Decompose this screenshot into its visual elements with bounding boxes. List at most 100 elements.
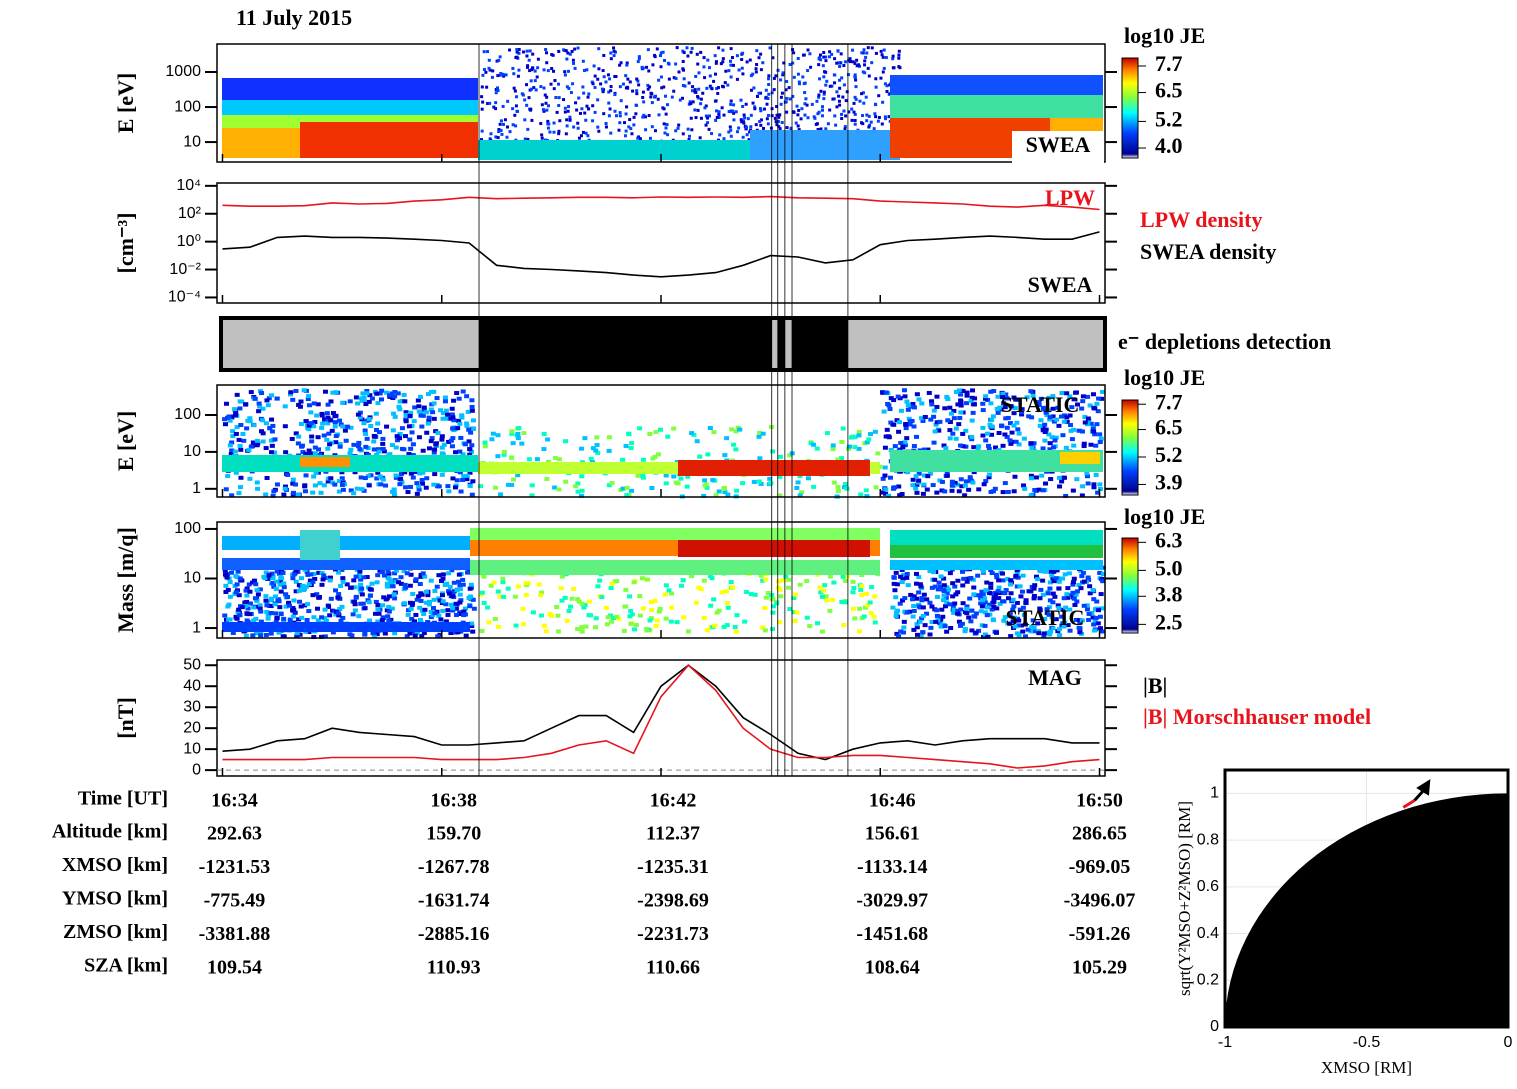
spectrogram-pixel bbox=[257, 606, 263, 611]
spectrogram-pixel bbox=[555, 629, 561, 634]
spectrogram-pixel bbox=[1094, 422, 1100, 427]
spectrogram-pixel bbox=[704, 485, 710, 490]
spectrogram-pixel bbox=[612, 46, 616, 50]
spectrogram-pixel bbox=[469, 443, 475, 448]
spectrogram-pixel bbox=[361, 398, 367, 403]
spectrogram-pixel bbox=[338, 583, 344, 588]
spectrogram-pixel bbox=[699, 116, 703, 120]
spectrogram-pixel bbox=[627, 125, 631, 129]
spectrogram-pixel bbox=[980, 425, 986, 430]
spectrogram-pixel bbox=[996, 578, 1002, 583]
spectrogram-pixel bbox=[1018, 594, 1024, 599]
spectrogram-pixel bbox=[420, 571, 426, 576]
spectrogram-pixel bbox=[585, 104, 589, 108]
spectrogram-pixel bbox=[1002, 405, 1008, 410]
spectrogram-pixel bbox=[880, 390, 886, 395]
spectrogram-pixel bbox=[662, 85, 666, 89]
spectrogram-pixel bbox=[226, 602, 232, 607]
spectrogram-pixel bbox=[360, 601, 366, 606]
spectrogram-pixel bbox=[814, 621, 820, 626]
spectrogram-pixel bbox=[819, 127, 823, 131]
spectrogram-pixel bbox=[784, 100, 788, 104]
spectrogram-pixel bbox=[999, 424, 1005, 429]
spectrogram-pixel bbox=[882, 66, 886, 70]
spectrogram-pixel bbox=[1098, 592, 1104, 597]
spectrogram-pixel bbox=[251, 605, 257, 610]
spectrogram-pixel bbox=[516, 426, 522, 431]
spectrogram-band bbox=[300, 530, 340, 560]
spectrogram-pixel bbox=[1002, 481, 1008, 486]
spectrogram-pixel bbox=[572, 125, 576, 129]
spectrogram-pixel bbox=[913, 474, 919, 479]
spectrogram-pixel bbox=[375, 401, 381, 406]
spectrogram-pixel bbox=[545, 51, 549, 55]
spectrogram-pixel bbox=[853, 119, 857, 123]
spectrogram-pixel bbox=[861, 91, 865, 95]
spectrogram-pixel bbox=[232, 449, 238, 454]
spectrogram-pixel bbox=[501, 452, 507, 457]
spectrogram-pixel bbox=[467, 447, 473, 452]
spectrogram-pixel bbox=[863, 488, 869, 493]
spectrogram-pixel bbox=[938, 584, 944, 589]
spectrogram-band bbox=[678, 540, 870, 557]
spectrogram-pixel bbox=[665, 434, 671, 439]
spectrogram-pixel bbox=[870, 46, 874, 50]
spectrogram-pixel bbox=[463, 606, 469, 611]
table-value: -1631.74 bbox=[418, 890, 490, 912]
spectrogram-pixel bbox=[862, 48, 866, 52]
spectrogram-pixel bbox=[550, 67, 554, 71]
spectrogram-pixel bbox=[339, 604, 345, 609]
spectrogram-pixel bbox=[944, 591, 950, 596]
spectrogram-pixel bbox=[579, 493, 585, 498]
spectrogram-pixel bbox=[379, 388, 385, 393]
spectrogram-pixel bbox=[1095, 490, 1101, 495]
spectrogram-pixel bbox=[663, 481, 669, 486]
spectrogram-pixel bbox=[742, 113, 746, 117]
spectrogram-pixel bbox=[990, 414, 996, 419]
spectrogram-pixel bbox=[541, 447, 547, 452]
spectrogram-pixel bbox=[435, 484, 441, 489]
spectrogram-pixel bbox=[722, 113, 726, 117]
spectrogram-pixel bbox=[897, 493, 903, 498]
spectrogram-pixel bbox=[646, 87, 650, 91]
spectrogram-pixel bbox=[522, 50, 526, 54]
spectrogram-pixel bbox=[227, 594, 233, 599]
spectrogram-pixel bbox=[971, 585, 977, 590]
spectrogram-pixel bbox=[756, 434, 762, 439]
colorbar bbox=[1121, 57, 1139, 159]
spectrogram-pixel bbox=[499, 72, 503, 76]
spectrogram-pixel bbox=[416, 594, 422, 599]
spectrogram-pixel bbox=[670, 95, 674, 99]
spectrogram-pixel bbox=[303, 419, 309, 424]
spectrogram-pixel bbox=[818, 590, 824, 595]
spectrogram-pixel bbox=[316, 595, 322, 600]
colorbar-tick-label: 2.5 bbox=[1155, 609, 1183, 634]
table-value: 156.61 bbox=[865, 823, 920, 845]
spectrogram-pixel bbox=[1047, 632, 1053, 637]
spectrogram-pixel bbox=[924, 597, 930, 602]
spectrogram-pixel bbox=[822, 97, 826, 101]
spectrogram-pixel bbox=[704, 114, 708, 118]
spectrogram-pixel bbox=[317, 481, 323, 486]
spectrogram-pixel bbox=[554, 96, 558, 100]
spectrogram-pixel bbox=[419, 477, 425, 482]
plot-frame bbox=[1223, 768, 1510, 1029]
spectrogram-pixel bbox=[1000, 490, 1006, 495]
spectrogram-pixel bbox=[1059, 414, 1065, 419]
spectrogram-pixel bbox=[602, 112, 606, 116]
label-background bbox=[1012, 131, 1104, 163]
spectrogram-pixel bbox=[644, 626, 650, 631]
spectrogram-pixel bbox=[1081, 579, 1087, 584]
spectrogram-pixel bbox=[443, 602, 449, 607]
spectrogram-pixel bbox=[735, 77, 739, 81]
spectrogram-pixel bbox=[633, 623, 639, 628]
spectrogram-pixel bbox=[339, 482, 345, 487]
spectrogram-pixel bbox=[538, 593, 544, 598]
spectrogram-pixel bbox=[854, 85, 858, 89]
spectrogram-pixel bbox=[880, 53, 884, 57]
spectrogram-pixel bbox=[582, 603, 588, 608]
spectrogram-pixel bbox=[237, 443, 243, 448]
spectrogram-pixel bbox=[609, 481, 615, 486]
colorbar-tick-label: 7.7 bbox=[1155, 51, 1183, 76]
spectrogram-pixel bbox=[500, 132, 504, 136]
